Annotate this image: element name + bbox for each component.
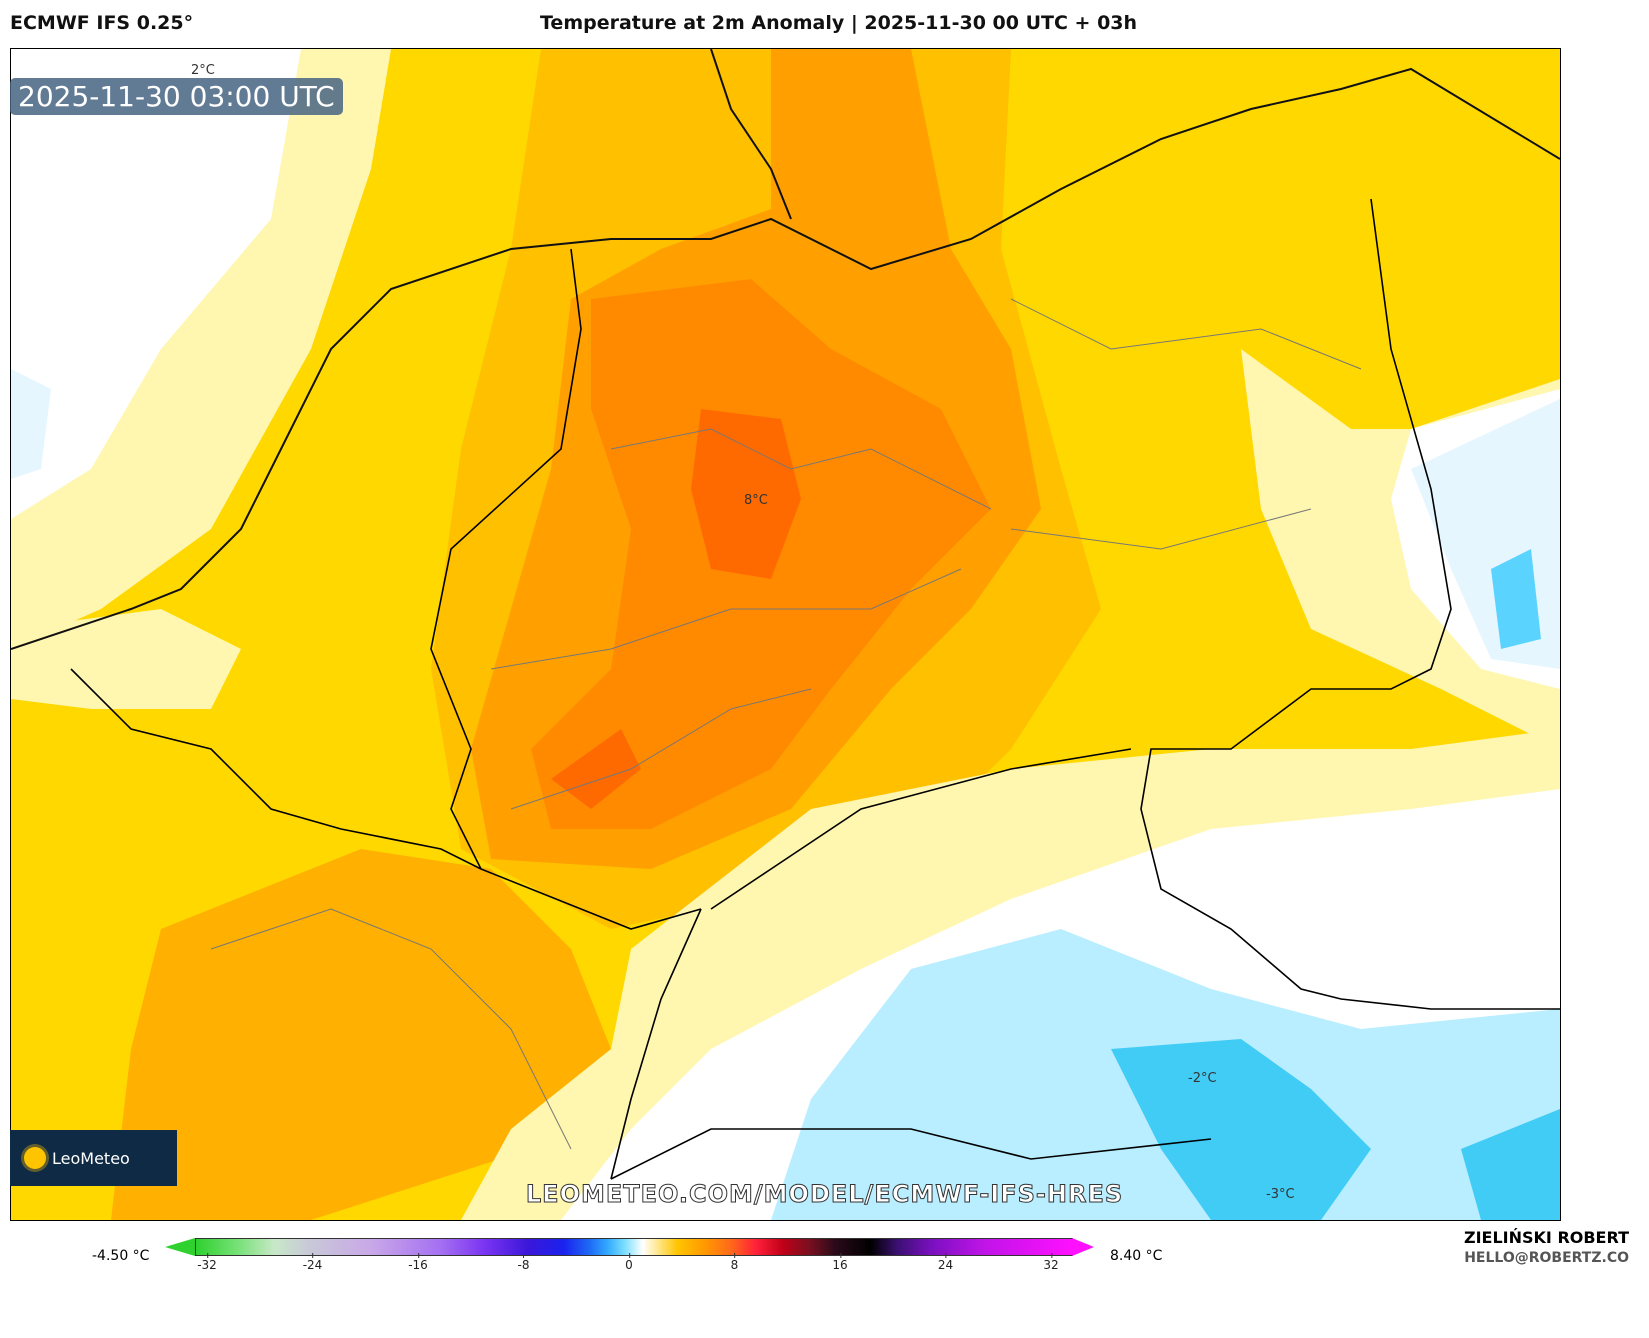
map-canvas [11,49,1560,1220]
watermark-url: LEOMETEO.COM/MODEL/ECMWF-IFS-HRES [525,1180,1124,1209]
colorbar-tick: 0 [625,1253,633,1272]
colorbar-tick: -32 [197,1253,217,1272]
coastlines [11,49,1560,650]
red-orange-core [691,409,801,579]
region-borders [210,298,1362,1150]
blue-alps-patch [1111,1039,1371,1220]
anomaly-map[interactable]: 2°C 8°C -2°C -3°C [10,48,1561,1221]
colorbar [195,1238,1073,1256]
orange-south-france [111,849,611,1220]
colorbar-tick: -16 [408,1253,428,1272]
colorbar-tick: 24 [937,1253,954,1272]
colorbar-tick: 16 [832,1253,848,1272]
contour-label: -3°C [1266,1187,1295,1202]
blue-southeast-corner [1461,1109,1560,1220]
valid-time-stamp: 2025-11-30 03:00 UTC [10,78,343,115]
author-email[interactable]: HELLO@ROBERTZ.CO [1464,1250,1629,1266]
contour-label: -2°C [1188,1071,1217,1086]
max-value: 8.40 °C [1110,1248,1163,1264]
white-region-northsea [11,49,301,519]
chart-title: Temperature at 2m Anomaly | 2025-11-30 0… [540,12,1138,34]
logo-text: LeoMeteo [52,1148,130,1168]
country-borders [70,198,1560,1180]
colorbar-tick: 32 [1043,1253,1059,1272]
colorbar-min-arrow [165,1238,195,1256]
colorbar-tick: -24 [302,1253,323,1272]
model-name: ECMWF IFS 0.25° [10,12,194,34]
light-blue-northsea [11,369,51,479]
leometeo-logo[interactable]: LeoMeteo [10,1130,177,1186]
blue-east-patch [1491,549,1541,649]
author-name: ZIELIŃSKI ROBERT [1463,1228,1629,1247]
min-value: -4.50 °C [92,1248,150,1264]
contour-label: 8°C [744,493,768,508]
colorbar-tick: 8 [730,1253,739,1272]
colorbar-tick: -8 [517,1253,530,1272]
sun-icon [24,1147,46,1169]
colorbar-max-arrow [1072,1238,1094,1256]
light-yellow-channel [11,609,241,709]
contour-label: 2°C [191,63,215,78]
red-orange-patch [551,729,641,809]
